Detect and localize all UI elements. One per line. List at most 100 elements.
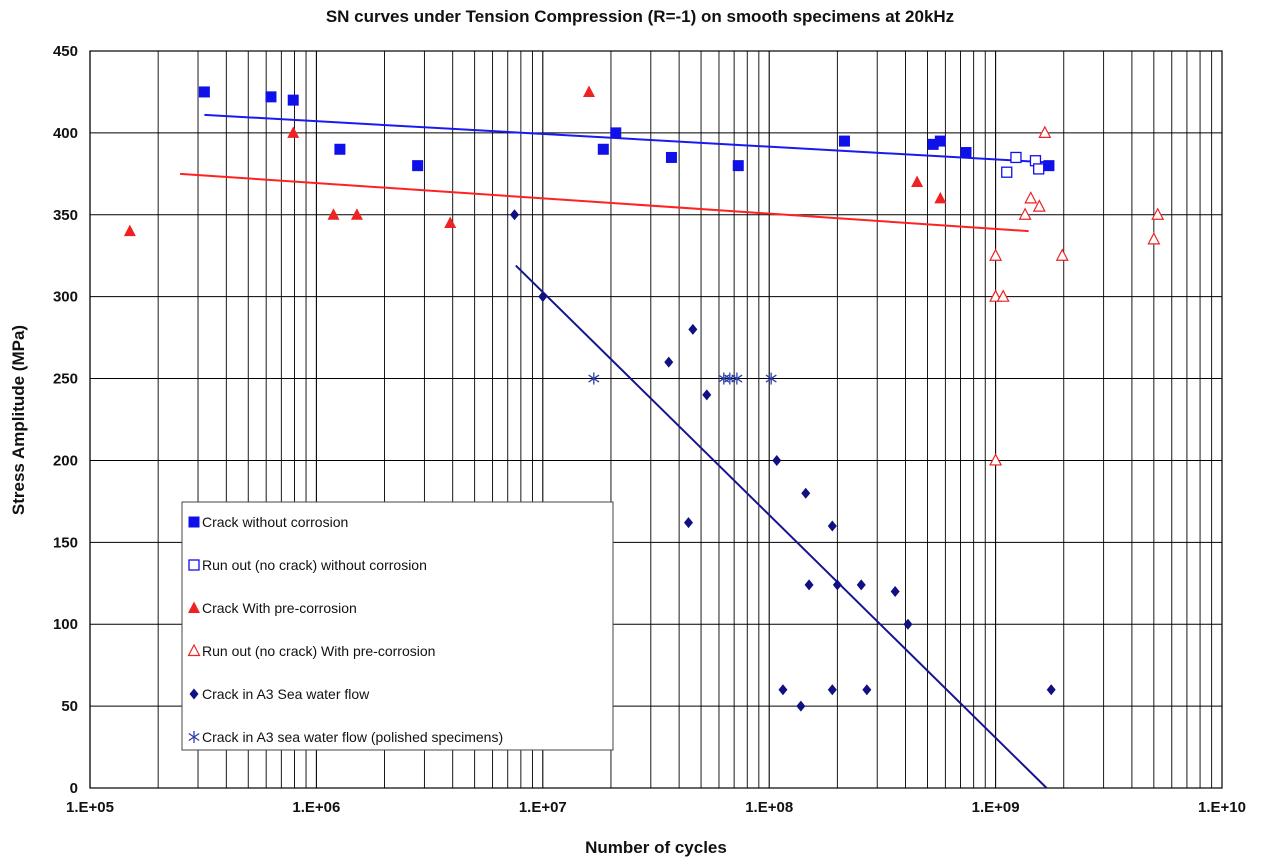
x-tick-label: 1.E+10 bbox=[1198, 799, 1246, 816]
data-point-asterisk bbox=[188, 731, 200, 743]
data-point-triangle bbox=[350, 208, 363, 220]
data-point-open-triangle bbox=[989, 289, 1003, 302]
data-point-open-square bbox=[1001, 166, 1013, 178]
data-point-diamond bbox=[827, 684, 837, 696]
x-tick-labels: 1.E+05 1.E+06 1.E+07 1.E+08 1.E+09 1.E+10 bbox=[66, 799, 1246, 816]
legend-label: Crack in A3 sea water flow (polished spe… bbox=[202, 729, 503, 745]
data-point-open-triangle bbox=[1032, 199, 1046, 212]
y-tick-label: 300 bbox=[53, 289, 78, 306]
data-point-open-triangle bbox=[996, 289, 1010, 302]
data-point-diamond bbox=[688, 323, 698, 335]
data-point-triangle bbox=[444, 216, 457, 228]
data-point-open-square bbox=[1033, 163, 1045, 175]
data-point-square bbox=[412, 160, 424, 172]
data-point-diamond bbox=[702, 389, 712, 401]
data-point-square bbox=[610, 127, 622, 139]
data-point-square bbox=[665, 151, 677, 163]
data-point-open-square bbox=[188, 559, 200, 571]
data-point-diamond bbox=[772, 454, 782, 466]
data-point-diamond bbox=[683, 517, 693, 529]
legend-label: Crack With pre-corrosion bbox=[202, 600, 357, 616]
data-point-square bbox=[198, 86, 210, 98]
data-point-square bbox=[960, 147, 972, 159]
x-tick-label: 1.E+07 bbox=[519, 799, 567, 816]
data-point-triangle bbox=[188, 601, 200, 613]
chart-title: SN curves under Tension Compression (R=-… bbox=[326, 7, 954, 26]
data-point-square bbox=[1043, 160, 1055, 172]
data-point-diamond bbox=[778, 684, 788, 696]
data-point-diamond bbox=[510, 209, 520, 221]
data-point-diamond bbox=[832, 579, 842, 591]
data-point-diamond bbox=[903, 618, 913, 630]
data-point-diamond bbox=[189, 688, 199, 700]
legend-label: Run out (no crack) With pre-corrosion bbox=[202, 643, 435, 659]
data-point-asterisk bbox=[731, 372, 743, 385]
data-point-open-triangle bbox=[1055, 248, 1069, 261]
x-tick-label: 1.E+08 bbox=[745, 799, 793, 816]
data-point-open-triangle bbox=[1151, 207, 1165, 220]
data-point-triangle bbox=[327, 208, 340, 220]
data-point-open-square bbox=[1010, 151, 1022, 164]
data-point-triangle bbox=[287, 126, 300, 138]
data-point-diamond bbox=[1046, 684, 1056, 696]
data-point-diamond bbox=[856, 579, 866, 591]
y-tick-label: 100 bbox=[53, 616, 78, 633]
data-point-open-triangle bbox=[187, 643, 201, 657]
data-point-diamond bbox=[796, 700, 806, 712]
data-point-open-triangle bbox=[1024, 191, 1038, 204]
trend-line bbox=[515, 264, 1048, 789]
data-point-square bbox=[188, 516, 200, 528]
data-point-triangle bbox=[583, 85, 596, 97]
data-point-square bbox=[597, 143, 609, 155]
data-point-diamond bbox=[801, 487, 811, 499]
trend-lines bbox=[180, 113, 1048, 789]
legend-label: Crack in A3 Sea water flow bbox=[202, 686, 370, 702]
data-point-diamond bbox=[862, 684, 872, 696]
data-point-square bbox=[927, 138, 939, 150]
data-points bbox=[123, 85, 1165, 712]
x-axis-title: Number of cycles bbox=[585, 838, 727, 857]
data-point-triangle bbox=[123, 224, 136, 237]
trend-line bbox=[204, 113, 1048, 164]
data-point-diamond bbox=[890, 585, 900, 597]
trend-line bbox=[180, 172, 1029, 233]
data-point-triangle bbox=[911, 175, 924, 188]
data-point-open-triangle bbox=[1018, 207, 1032, 220]
legend-label: Crack without corrosion bbox=[202, 514, 348, 530]
data-point-square bbox=[265, 91, 277, 103]
x-tick-label: 1.E+06 bbox=[292, 799, 340, 816]
y-tick-label: 400 bbox=[53, 125, 78, 142]
data-point-asterisk bbox=[588, 372, 600, 385]
x-tick-label: 1.E+05 bbox=[66, 799, 114, 816]
data-point-open-triangle bbox=[1038, 125, 1052, 138]
y-tick-label: 350 bbox=[53, 207, 78, 224]
legend: Crack without corrosion Run out (no crack… bbox=[181, 501, 614, 751]
data-point-diamond bbox=[538, 291, 548, 303]
data-point-asterisk bbox=[765, 372, 777, 385]
data-point-open-triangle bbox=[989, 453, 1003, 466]
data-point-diamond bbox=[804, 579, 814, 591]
y-tick-label: 0 bbox=[70, 780, 78, 797]
y-tick-labels: 0 50 100 150 200 250 300 350 400 450 bbox=[53, 43, 78, 797]
data-point-open-triangle bbox=[1147, 232, 1161, 245]
data-point-square bbox=[934, 135, 946, 147]
plot-area-border bbox=[89, 50, 1223, 789]
y-tick-label: 50 bbox=[61, 698, 78, 715]
data-point-square bbox=[334, 143, 346, 155]
data-point-square bbox=[287, 94, 299, 106]
x-tick-label: 1.E+09 bbox=[972, 799, 1020, 816]
y-axis-title: Stress Amplitude (MPa) bbox=[9, 325, 28, 515]
legend-label: Run out (no crack) without corrosion bbox=[202, 557, 427, 573]
data-point-triangle bbox=[934, 191, 947, 204]
data-point-square bbox=[838, 135, 850, 147]
data-point-open-triangle bbox=[989, 248, 1003, 261]
y-tick-label: 150 bbox=[53, 534, 78, 551]
y-tick-label: 450 bbox=[53, 43, 78, 60]
y-tick-label: 200 bbox=[53, 452, 78, 469]
legend-box bbox=[181, 501, 614, 751]
data-point-square bbox=[732, 160, 744, 172]
data-point-diamond bbox=[664, 356, 674, 368]
data-point-diamond bbox=[827, 520, 837, 532]
y-tick-label: 250 bbox=[53, 371, 78, 388]
